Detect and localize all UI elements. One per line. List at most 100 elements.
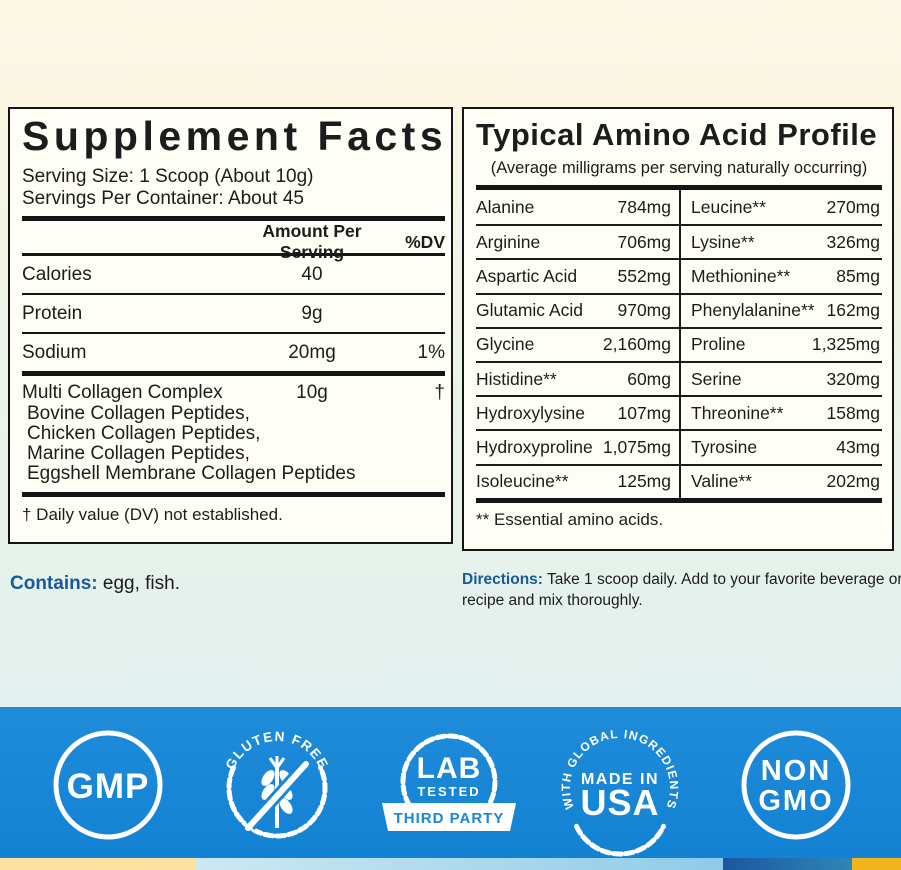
- facts-row-sodium: Sodium 20mg 1%: [22, 334, 445, 371]
- bottom-color-strip: [0, 858, 901, 870]
- strip-lightblue-segment: [196, 858, 723, 870]
- supplement-facts-title: Supplement Facts: [22, 113, 448, 159]
- complex-component: Chicken Collagen Peptides,: [27, 423, 261, 445]
- amino-name: Aspartic Acid: [476, 265, 578, 286]
- amino-table: Alanine 784mg Arginine 706mg Aspartic Acid…: [476, 190, 882, 498]
- usa-label: USA: [580, 782, 659, 823]
- amino-name: Arginine: [476, 231, 541, 252]
- complex-component: Bovine Collagen Peptides,: [27, 403, 250, 425]
- facts-row-protein: Protein 9g: [22, 295, 445, 332]
- amino-name: Tyrosine: [691, 436, 758, 457]
- amino-row: Isoleucine** 125mg: [476, 463, 679, 498]
- amino-row: Proline 1,325mg: [681, 326, 882, 361]
- divider: [476, 497, 882, 503]
- strip-yellow-segment: [0, 858, 196, 870]
- gmp-badge-label: GMP: [67, 767, 150, 806]
- amino-profile-title: Typical Amino Acid Profile: [476, 117, 878, 152]
- gluten-free-badge-icon: GLUTEN FREE: [202, 710, 352, 860]
- amino-value: 970mg: [617, 300, 671, 321]
- divider: [22, 492, 445, 498]
- amino-row: Tyrosine 43mg: [681, 429, 882, 463]
- nutrient-name: Multi Collagen Complex: [22, 382, 223, 404]
- facts-header-row: Amount Per Serving %DV: [22, 221, 445, 262]
- amino-row: Phenylalanine** 162mg: [681, 292, 882, 327]
- amino-row: Leucine** 270mg: [681, 190, 882, 224]
- amino-value: 326mg: [826, 231, 880, 252]
- amino-value: 1,075mg: [602, 436, 671, 457]
- gmp-badge-icon: GMP: [33, 710, 183, 860]
- amino-name: Methionine**: [691, 265, 791, 286]
- amino-name: Glutamic Acid: [476, 300, 583, 321]
- nutrient-amount: 10g: [296, 382, 328, 404]
- amino-name: Phenylalanine**: [691, 300, 815, 321]
- tested-label: TESTED: [417, 784, 480, 799]
- dv-header: %DV: [405, 231, 445, 252]
- amino-row: Lysine** 326mg: [681, 224, 882, 258]
- servings-per-container: Servings Per Container: About 45: [22, 188, 305, 210]
- amino-value: 270mg: [826, 196, 880, 217]
- supplement-facts-panel: Supplement Facts Serving Size: 1 Scoop (…: [8, 107, 453, 544]
- amino-value: 552mg: [617, 265, 671, 286]
- essential-footnote: ** Essential amino acids.: [476, 509, 664, 529]
- made-in-label: MADE IN: [581, 771, 659, 788]
- amino-value: 162mg: [826, 300, 880, 321]
- amino-row: Valine** 202mg: [681, 463, 882, 498]
- amino-value: 60mg: [627, 368, 671, 389]
- contains-note: Contains: egg, fish.: [10, 573, 180, 595]
- gmo-label: GMO: [758, 785, 833, 817]
- facts-row-collagen-complex: Multi Collagen Complex 10g †: [22, 382, 445, 404]
- complex-component: Eggshell Membrane Collagen Peptides: [27, 463, 356, 485]
- amino-row: Threonine** 158mg: [681, 395, 882, 429]
- amino-row: Hydroxyproline 1,075mg: [476, 429, 679, 463]
- divider: [22, 253, 445, 257]
- amount-per-serving-header: Amount Per Serving: [262, 221, 362, 263]
- lab-label: LAB: [417, 752, 482, 785]
- divider: [22, 216, 445, 222]
- nutrient-name: Protein: [22, 302, 83, 324]
- amino-row: Hydroxylysine 107mg: [476, 395, 679, 429]
- made-in-usa-badge-icon: WITH GLOBAL INGREDIENTS MADE IN USA: [545, 710, 695, 860]
- amino-name: Valine**: [691, 471, 752, 492]
- amino-name: Leucine**: [691, 196, 766, 217]
- amino-name: Isoleucine**: [476, 471, 569, 492]
- directions-note: Directions: Take 1 scoop daily. Add to y…: [462, 569, 901, 611]
- amino-profile-panel: Typical Amino Acid Profile (Average mill…: [462, 107, 894, 551]
- complex-component: Marine Collagen Peptides,: [27, 443, 250, 465]
- amino-row: Alanine 784mg: [476, 190, 679, 224]
- amino-name: Threonine**: [691, 402, 784, 423]
- amino-row: Glutamic Acid 970mg: [476, 292, 679, 327]
- amino-name: Hydroxyproline: [476, 436, 593, 457]
- amino-column-left: Alanine 784mg Arginine 706mg Aspartic Acid…: [476, 190, 679, 498]
- amino-row: Glycine 2,160mg: [476, 326, 679, 361]
- amino-name: Alanine: [476, 196, 535, 217]
- nutrient-dv: †: [434, 382, 445, 404]
- strip-amber-segment: [852, 858, 901, 870]
- amino-name: Serine: [691, 368, 742, 389]
- amino-value: 158mg: [826, 402, 880, 423]
- lab-tested-badge-icon: LAB TESTED THIRD PARTY: [374, 710, 524, 860]
- nutrient-name: Calories: [22, 263, 92, 285]
- amino-value: 125mg: [617, 471, 671, 492]
- strip-darkblue-segment: [723, 858, 852, 870]
- amino-value: 320mg: [826, 368, 880, 389]
- slash-icon: [245, 761, 309, 831]
- amino-value: 202mg: [826, 471, 880, 492]
- amino-profile-subtitle: (Average milligrams per serving naturall…: [490, 159, 868, 177]
- divider: [22, 293, 445, 296]
- amino-value: 784mg: [617, 196, 671, 217]
- amino-row: Histidine** 60mg: [476, 360, 679, 395]
- amino-row: Arginine 706mg: [476, 224, 679, 258]
- amino-name: Histidine**: [476, 368, 557, 389]
- directions-label: Directions:: [462, 570, 543, 588]
- dv-footnote: † Daily value (DV) not established.: [22, 505, 283, 525]
- amino-value: 43mg: [836, 436, 880, 457]
- amino-value: 85mg: [836, 265, 880, 286]
- ribbon-shape: [382, 803, 516, 831]
- amino-name: Lysine**: [691, 231, 755, 252]
- nutrient-amount: 20mg: [288, 341, 336, 363]
- nutrient-name: Sodium: [22, 341, 87, 363]
- divider: [476, 185, 882, 190]
- collagen-complex-block: Multi Collagen Complex 10g † Bovine Coll…: [22, 376, 445, 492]
- amino-row: Aspartic Acid 552mg: [476, 258, 679, 292]
